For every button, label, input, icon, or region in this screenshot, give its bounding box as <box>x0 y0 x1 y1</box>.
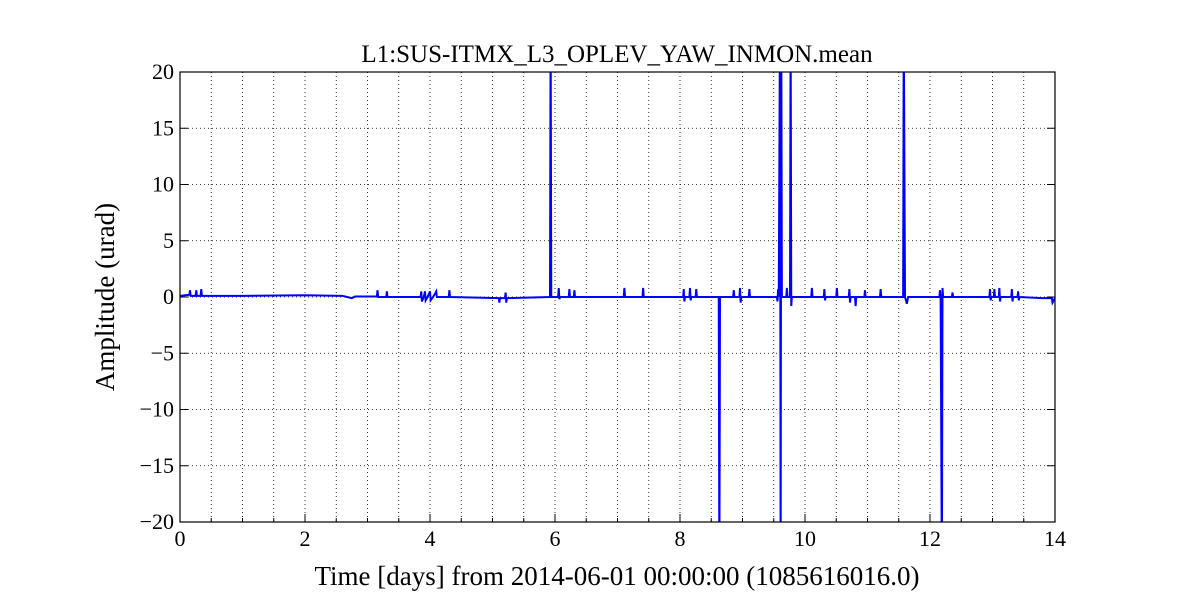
data-line <box>180 72 1055 522</box>
y-tick-label: −20 <box>140 509 174 534</box>
y-tick-label: 0 <box>163 284 174 309</box>
ticks: 0 2 4 6 8 10 12 14 −20 −15 −10 −5 0 5 10 15 20 <box>140 59 1066 551</box>
x-tick-label: 0 <box>175 526 186 551</box>
x-tick-label: 2 <box>300 526 311 551</box>
y-tick-label: 10 <box>152 172 174 197</box>
y-tick-label: 20 <box>152 59 174 84</box>
x-tick-label: 12 <box>919 526 941 551</box>
y-tick-label: −10 <box>140 397 174 422</box>
y-tick-label: −15 <box>140 453 174 478</box>
plot-area <box>180 72 1055 522</box>
y-tick-label: 5 <box>163 228 174 253</box>
y-axis-label: Amplitude (urad) <box>90 203 120 391</box>
x-tick-label: 4 <box>425 526 436 551</box>
y-tick-label: −5 <box>151 340 174 365</box>
y-tick-label: 15 <box>152 115 174 140</box>
chart-title: L1:SUS-ITMX_L3_OPLEV_YAW_INMON.mean <box>361 41 873 68</box>
x-tick-label: 14 <box>1044 526 1066 551</box>
x-tick-label: 10 <box>794 526 816 551</box>
x-axis-label: Time [days] from 2014-06-01 00:00:00 (10… <box>315 561 920 591</box>
x-tick-label: 8 <box>675 526 686 551</box>
x-tick-label: 6 <box>550 526 561 551</box>
